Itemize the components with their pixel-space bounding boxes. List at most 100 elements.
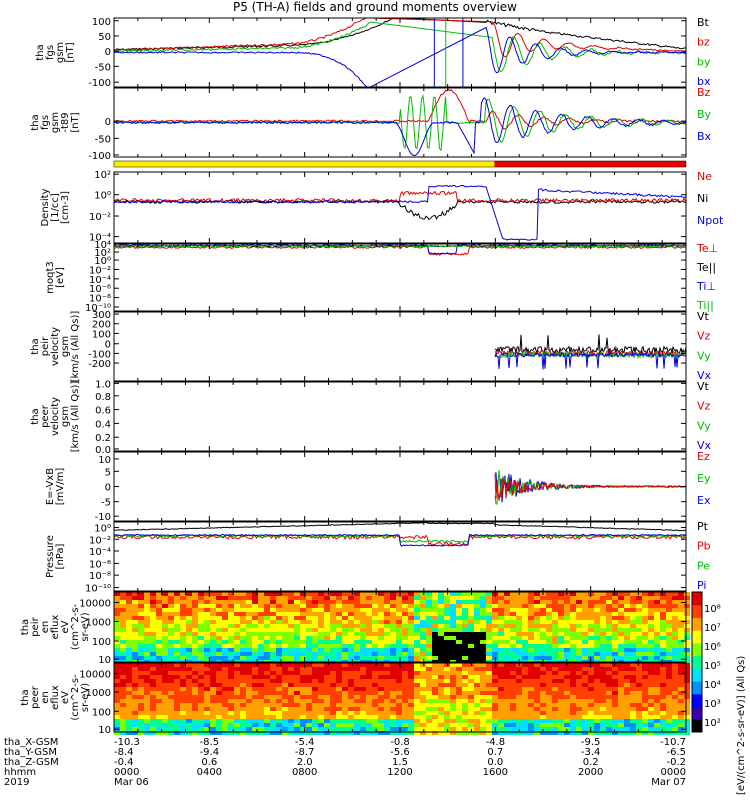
spectrogram-cell <box>372 620 378 624</box>
legend-pi: Pi <box>697 579 706 592</box>
spectrogram-cell <box>348 640 354 644</box>
spectrogram-cell <box>204 687 210 691</box>
spectrogram-cell <box>678 731 684 735</box>
region-bar-red <box>494 161 686 167</box>
spectrogram-cell <box>270 616 276 620</box>
spectrogram-cell <box>354 656 360 660</box>
spectrogram-cell <box>618 612 624 616</box>
spectrogram-cell <box>198 620 204 624</box>
spectrogram-cell <box>558 691 564 695</box>
spectrogram-cell <box>372 707 378 711</box>
spectrogram-cell <box>144 711 150 715</box>
spectrogram-cell <box>444 719 450 723</box>
spectrogram-cell <box>672 612 678 616</box>
spectrogram-cell <box>342 671 348 675</box>
spectrogram-cell <box>228 644 234 648</box>
spectrogram-cell <box>372 644 378 648</box>
y-tick-label: -50 <box>95 62 111 73</box>
spectrogram-cell <box>192 699 198 703</box>
spectrogram-cell <box>534 644 540 648</box>
spectrogram-cell <box>120 727 126 731</box>
spectrogram-cell <box>534 608 540 612</box>
spectrogram-cell <box>156 695 162 699</box>
spectrogram-cell <box>636 656 642 660</box>
spectrogram-cell <box>306 667 312 671</box>
spectrogram-cell <box>546 663 552 667</box>
spectrogram-cell <box>636 663 642 667</box>
spectrogram-cell <box>384 600 390 604</box>
spectrogram-cell <box>378 727 384 731</box>
spectrogram-cell <box>396 687 402 691</box>
spectrogram-cell <box>144 644 150 648</box>
spectrogram-cell <box>126 695 132 699</box>
spectrogram-cell <box>132 695 138 699</box>
spectrogram-cell <box>672 711 678 715</box>
spectrogram-cell <box>276 679 282 683</box>
spectrogram-cell <box>552 679 558 683</box>
spectrogram-cell <box>258 612 264 616</box>
spectrogram-cell <box>666 667 672 671</box>
spectrogram-cell <box>390 663 396 667</box>
spectrogram-cell <box>180 656 186 660</box>
spectrogram-cell <box>498 663 504 667</box>
spectrogram-cell <box>384 691 390 695</box>
spectrogram-cell <box>288 632 294 636</box>
spectrogram-cell <box>288 667 294 671</box>
spectrogram-cell <box>276 715 282 719</box>
spectrogram-cell <box>270 640 276 644</box>
spectrogram-cell <box>660 687 666 691</box>
spectrogram-cell <box>342 727 348 731</box>
spectrogram-cell <box>222 644 228 648</box>
spectrogram-cell <box>408 675 414 679</box>
spectrogram-cell <box>390 636 396 640</box>
spectrogram-cell <box>162 632 168 636</box>
spectrogram-cell <box>120 691 126 695</box>
spectrogram-cell <box>246 632 252 636</box>
spectrogram-cell <box>204 592 210 596</box>
x-axis-value: 1.5 <box>392 757 408 768</box>
spectrogram-cell <box>288 731 294 735</box>
spectrogram-cell <box>288 640 294 644</box>
spectrogram-cell <box>426 624 432 628</box>
spectrogram-cell <box>288 612 294 616</box>
spectrogram-cell <box>462 723 468 727</box>
spectrogram-cell <box>546 640 552 644</box>
spectrogram-cell <box>654 683 660 687</box>
spectrogram-cell <box>258 640 264 644</box>
spectrogram-cell <box>150 703 156 707</box>
spectrogram-cell <box>114 707 120 711</box>
spectrogram-cell <box>354 723 360 727</box>
spectrogram-cell <box>306 679 312 683</box>
spectrogram-cell <box>678 640 684 644</box>
spectrogram-cell <box>360 596 366 600</box>
spectrogram-cell <box>462 648 468 652</box>
spectrogram-cell <box>372 731 378 735</box>
spectrogram-cell <box>570 687 576 691</box>
spectrogram-cell <box>324 592 330 596</box>
spectrogram-cell <box>648 727 654 731</box>
spectrogram-cell <box>114 632 120 636</box>
spectrogram-cell <box>576 648 582 652</box>
spectrogram-cell <box>582 703 588 707</box>
spectrogram-cell <box>570 715 576 719</box>
spectrogram-cell <box>498 679 504 683</box>
spectrogram-cell <box>678 608 684 612</box>
spectrogram-cell <box>276 707 282 711</box>
spectrogram-cell <box>504 628 510 632</box>
colorbar-segment <box>692 630 702 644</box>
spectrogram-cell <box>408 656 414 660</box>
spectrogram-cell <box>162 667 168 671</box>
spectrogram-cell <box>156 616 162 620</box>
spectrogram-cell <box>276 592 282 596</box>
spectrogram-cell <box>258 711 264 715</box>
spectrogram-cell <box>432 671 438 675</box>
spectrogram-cell <box>384 715 390 719</box>
spectrogram-cell <box>414 719 420 723</box>
panel-frame <box>113 171 687 244</box>
spectrogram-cell <box>318 711 324 715</box>
spectrogram-cell <box>234 675 240 679</box>
spectrogram-cell <box>162 687 168 691</box>
spectrogram-cell <box>684 636 690 640</box>
spectrogram-cell <box>144 715 150 719</box>
spectrogram-cell <box>276 727 282 731</box>
